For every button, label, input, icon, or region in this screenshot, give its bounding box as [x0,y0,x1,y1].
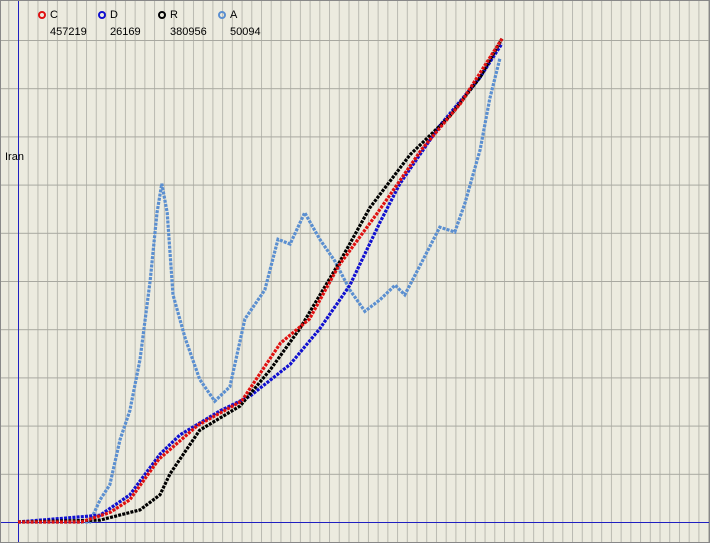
legend-value: 380956 [170,26,207,38]
series-line [17,42,504,524]
series-line [18,57,502,524]
legend-marker [98,11,106,19]
legend-value: 50094 [230,26,261,38]
legend-label: A [230,9,238,21]
axis-label: Iran [5,151,24,163]
legend-value: 26169 [110,26,141,38]
series-line [18,37,504,524]
series-line [17,37,504,524]
legend-marker [218,11,226,19]
legend-label: R [170,9,178,21]
legend-marker [158,11,166,19]
legend-marker [38,11,46,19]
legend-label: D [110,9,118,21]
legend-value: 457219 [50,26,87,38]
legend-label: C [50,9,58,21]
